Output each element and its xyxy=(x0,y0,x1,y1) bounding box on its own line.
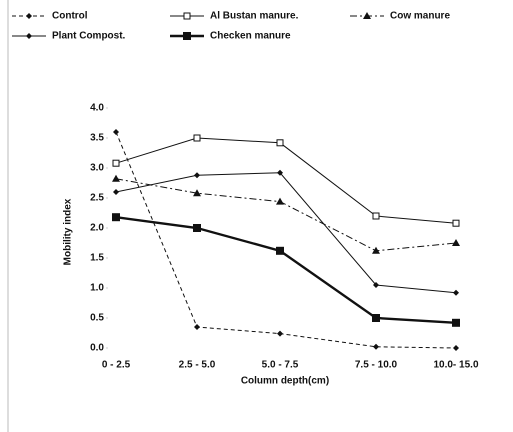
x-tick-label: 5.0 - 7.5 xyxy=(262,360,299,371)
data-point xyxy=(113,189,119,195)
data-point xyxy=(193,134,201,142)
data-point xyxy=(193,189,201,197)
legend-label: Checken manure xyxy=(210,31,291,42)
data-point xyxy=(276,139,284,147)
series-line xyxy=(115,137,457,224)
y-tick-label: 0.0 xyxy=(90,343,104,354)
x-tick-label: 2.5 - 5.0 xyxy=(179,360,216,371)
legend-marker xyxy=(26,33,32,39)
x-tick-label: 10.0- 15.0 xyxy=(433,360,478,371)
y-tick-label: 1.5 xyxy=(90,253,104,264)
legend-label: Al Bustan manure. xyxy=(210,11,299,22)
data-point xyxy=(373,282,379,288)
series-line xyxy=(115,216,457,324)
data-point xyxy=(452,219,460,227)
y-tick-label: 2.0 xyxy=(90,223,104,234)
data-point xyxy=(277,169,283,176)
y-axis-label: Mobility index xyxy=(63,198,74,265)
legend-label: Cow manure xyxy=(390,11,450,22)
legend-label: Plant Compost. xyxy=(52,31,126,42)
y-tick-label: 4.0 xyxy=(90,103,104,114)
data-point xyxy=(372,314,380,322)
y-tick-label: 3.0 xyxy=(90,163,104,174)
legend-marker xyxy=(183,12,191,20)
data-point xyxy=(372,246,380,254)
data-point xyxy=(452,239,460,246)
legend-marker xyxy=(26,13,32,19)
y-tick-label: 1.0 xyxy=(90,283,104,294)
data-point xyxy=(112,159,120,167)
data-point xyxy=(452,318,460,327)
data-point xyxy=(373,343,379,350)
data-point xyxy=(193,224,201,232)
data-point xyxy=(276,197,284,205)
y-tick-label: 0.5 xyxy=(90,313,104,324)
data-point xyxy=(112,213,120,222)
series-line xyxy=(115,131,457,349)
y-tick-label: 2.5 xyxy=(90,193,104,204)
x-axis-label: Column depth(cm) xyxy=(241,376,329,387)
data-point xyxy=(276,246,284,255)
x-tick-label: 0 - 2.5 xyxy=(102,360,131,371)
series-line xyxy=(115,172,457,294)
data-point xyxy=(277,330,283,337)
series-line xyxy=(115,178,457,252)
data-point xyxy=(113,129,119,135)
data-point xyxy=(112,174,120,182)
data-point xyxy=(194,324,200,330)
data-point xyxy=(453,345,459,351)
y-tick-label: 3.5 xyxy=(90,133,104,144)
legend-label: Control xyxy=(52,11,88,22)
data-point xyxy=(194,172,200,179)
legend-marker xyxy=(363,12,371,19)
legend-marker xyxy=(183,32,191,40)
data-point xyxy=(453,289,459,296)
data-point xyxy=(372,212,380,220)
x-tick-label: 7.5 - 10.0 xyxy=(355,360,398,371)
